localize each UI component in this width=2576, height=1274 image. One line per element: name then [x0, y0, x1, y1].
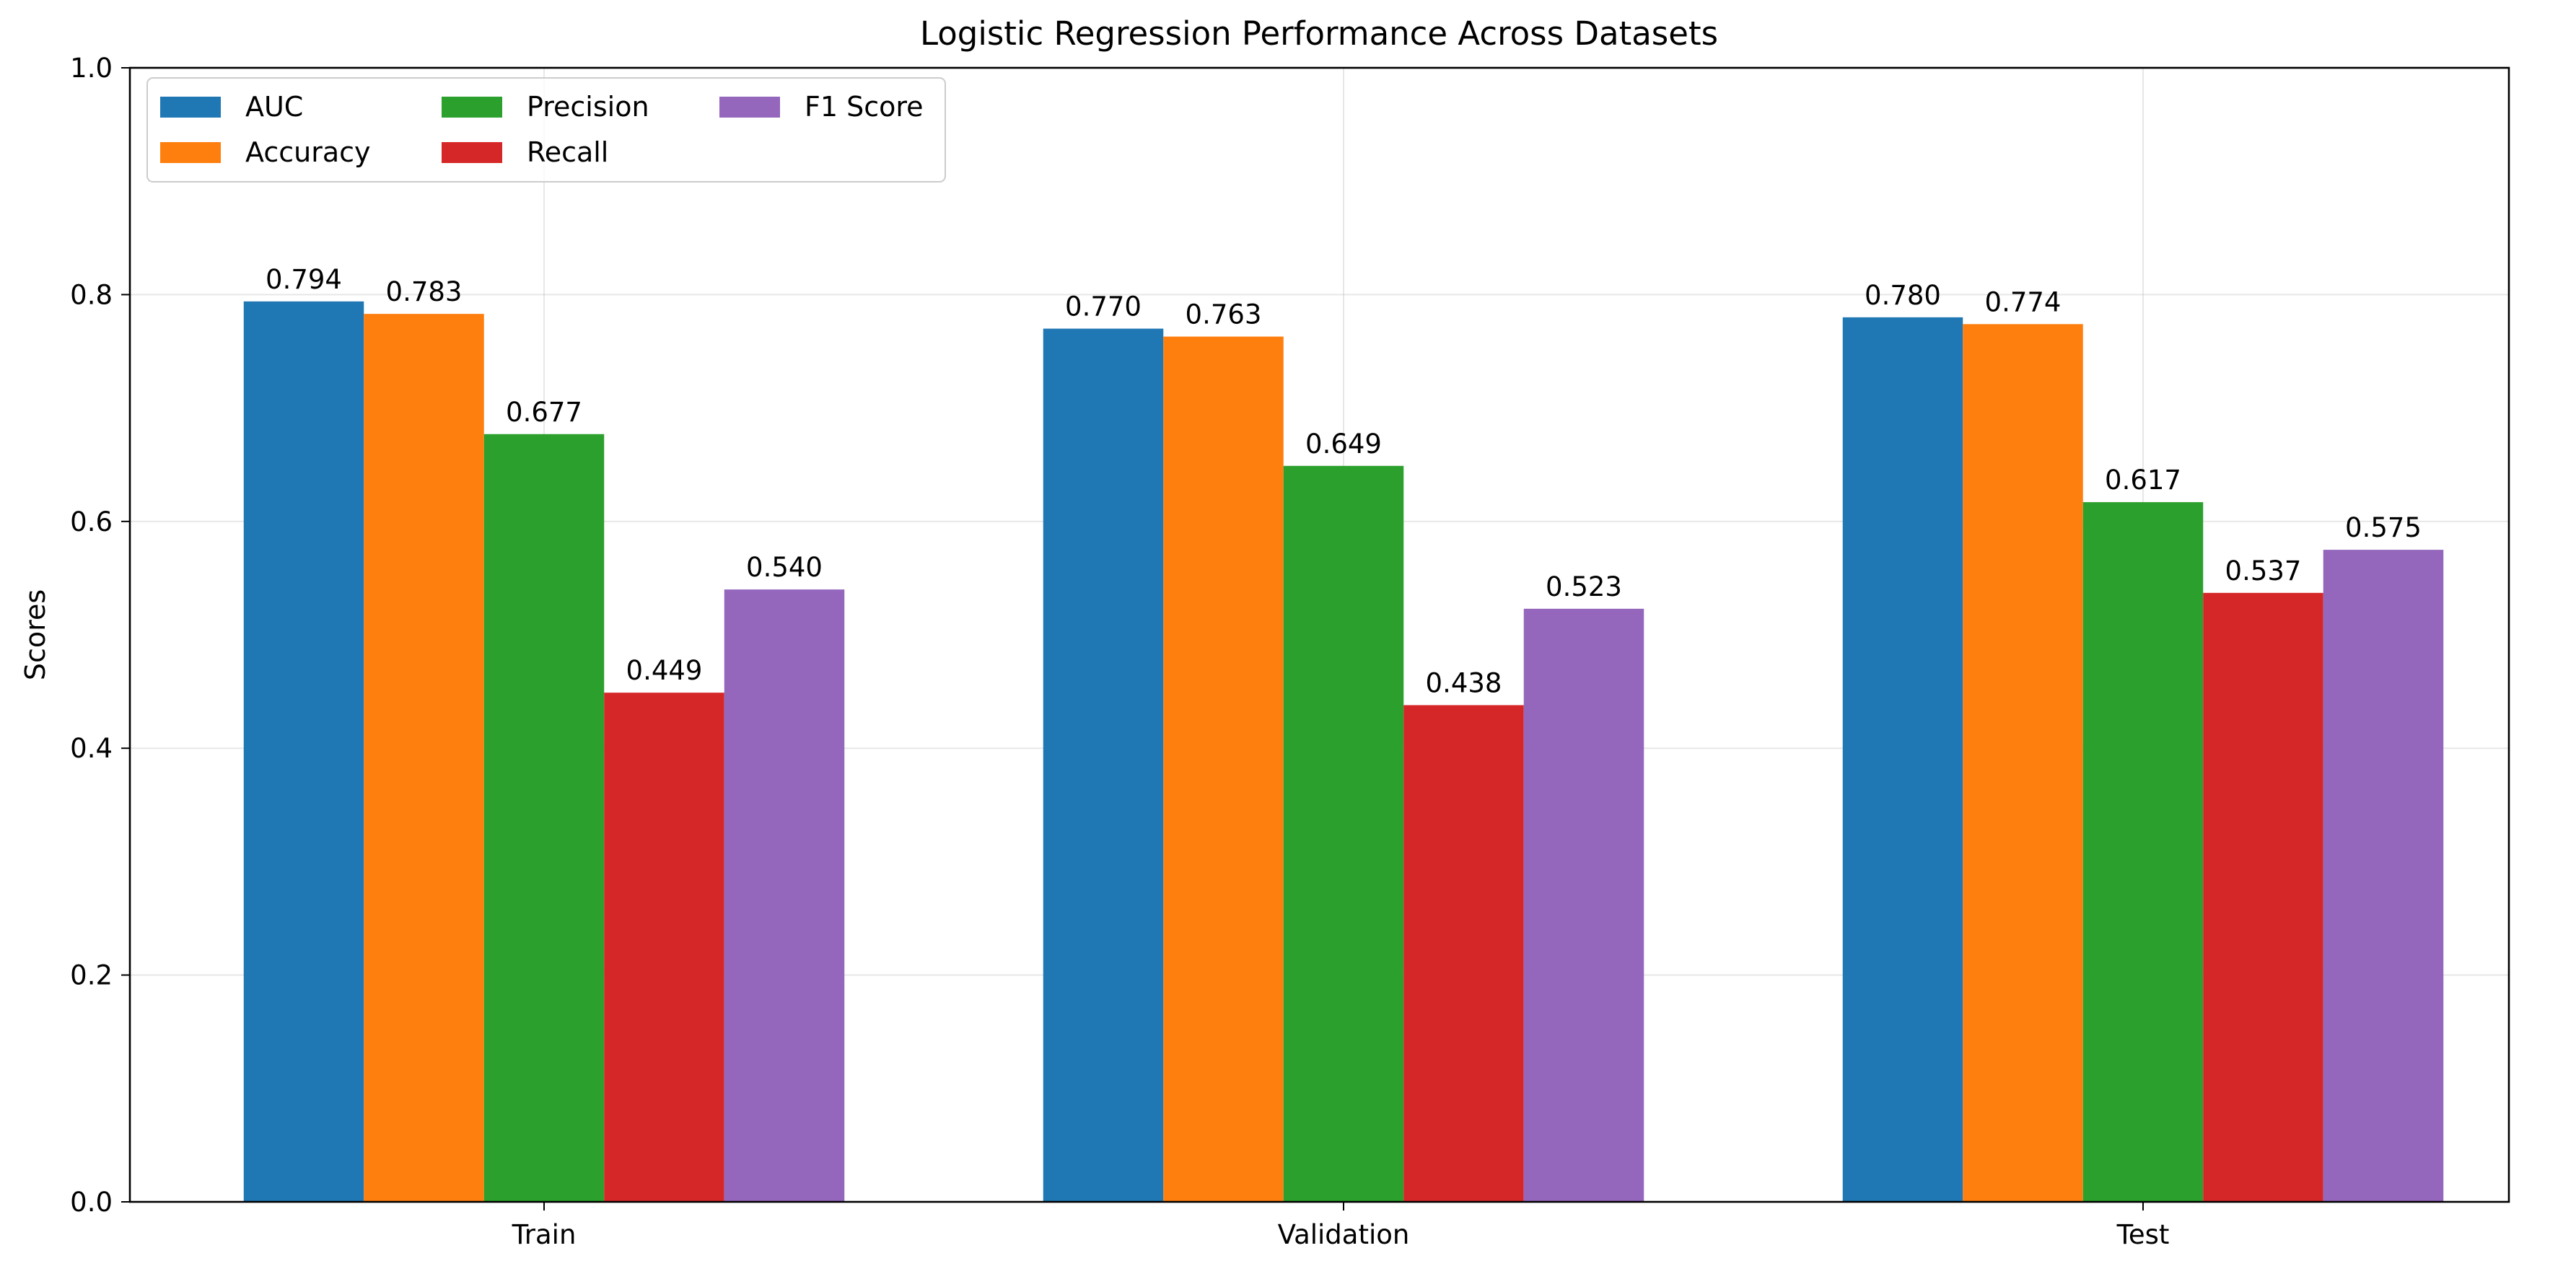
bar [364, 314, 484, 1202]
x-tick-label: Test [2116, 1219, 2170, 1250]
legend-label: AUC [245, 91, 303, 123]
y-axis-label: Scores [19, 589, 51, 680]
bar-value-label: 0.677 [506, 397, 582, 428]
y-tick-label: 1.0 [70, 53, 113, 84]
legend-swatch [160, 142, 221, 163]
y-tick-label: 0.4 [70, 733, 113, 764]
bar-value-label: 0.523 [1546, 571, 1622, 602]
bar-value-label: 0.438 [1426, 667, 1502, 698]
bar-value-label: 0.770 [1065, 291, 1142, 322]
bar [1963, 324, 2083, 1203]
plot-frame [128, 66, 2510, 1203]
bar [1403, 705, 1524, 1202]
bar-value-label: 0.783 [386, 276, 463, 307]
legend: AUC Accuracy Precision Recall F1 Score [146, 77, 946, 183]
legend-swatch [442, 142, 502, 163]
y-tick-label: 0.8 [70, 279, 113, 310]
bar [1043, 328, 1164, 1202]
bar [604, 693, 724, 1202]
bar-value-label: 0.575 [2345, 512, 2422, 543]
bar-value-label: 0.537 [2225, 555, 2302, 587]
bar [2323, 550, 2444, 1202]
bar [1163, 336, 1284, 1203]
bars [243, 301, 2444, 1203]
x-tick-label: Validation [1278, 1219, 1410, 1250]
bar-value-label: 0.780 [1865, 280, 1941, 311]
bar-value-label: 0.774 [1985, 286, 2062, 317]
bar-value-label: 0.794 [266, 264, 342, 295]
bar-value-label: 0.449 [626, 655, 703, 686]
bar [2082, 502, 2204, 1202]
legend-label: Accuracy [245, 136, 371, 168]
legend-swatch [719, 97, 780, 118]
bar [1842, 317, 1963, 1203]
bar-value-label: 0.617 [2105, 465, 2181, 496]
bar [724, 589, 845, 1202]
chart-title: Logistic Regression Performance Across D… [920, 14, 1718, 53]
bar-value-label: 0.649 [1305, 429, 1382, 460]
legend-label: Recall [527, 136, 608, 168]
bar [483, 434, 605, 1202]
bar [2203, 592, 2323, 1202]
x-tick-label: Train [512, 1219, 577, 1250]
bar-value-label: 0.763 [1186, 299, 1262, 330]
data-labels: 0.794 0.770 0.780 0.783 0.763 0.774 0.677 0.649… [266, 264, 2422, 699]
bar [1523, 608, 1644, 1202]
x-axis: Train Validation Test [512, 1202, 2170, 1250]
legend-swatch [160, 97, 221, 118]
legend-label: F1 Score [805, 91, 924, 123]
legend-swatch [442, 97, 502, 118]
legend-label: Precision [527, 91, 649, 123]
bar [243, 301, 364, 1202]
bar [1283, 465, 1404, 1202]
y-axis: 0.0 0.2 0.4 0.6 0.8 1.0 [70, 53, 130, 1218]
y-tick-label: 0.2 [70, 960, 113, 991]
bar-value-label: 0.540 [746, 552, 823, 583]
y-tick-label: 0.0 [70, 1187, 113, 1218]
y-tick-label: 0.6 [70, 506, 113, 537]
